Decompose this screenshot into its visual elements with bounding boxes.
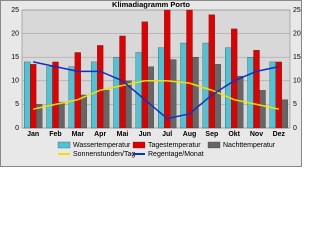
y-tick-label: 10: [11, 78, 19, 85]
bar: [202, 42, 209, 129]
legend-label: Sonnenstunden/Tag: [73, 151, 135, 158]
bar: [141, 21, 148, 129]
bar: [68, 66, 75, 129]
bar: [125, 80, 132, 129]
bar: [97, 45, 104, 129]
x-tick-label: Jun: [139, 131, 151, 138]
bar: [80, 94, 87, 129]
bar: [30, 64, 37, 129]
y-tick-label: 20: [11, 30, 19, 37]
bar: [36, 104, 43, 129]
y-tick-label: 15: [11, 54, 19, 61]
bar: [135, 52, 142, 129]
x-tick-label: Dez: [273, 131, 286, 138]
legend-swatch: [207, 141, 221, 149]
bar: [74, 52, 81, 129]
bar: [214, 64, 221, 129]
bar: [253, 49, 260, 129]
y2-tick-label: 25: [293, 7, 301, 14]
bar: [24, 61, 31, 129]
x-tick-label: Apr: [94, 131, 106, 138]
bar: [170, 59, 177, 129]
line: [33, 61, 279, 120]
bar: [164, 9, 171, 129]
y2-tick-label: 0: [293, 125, 297, 132]
bar: [186, 9, 193, 129]
bar: [231, 28, 238, 129]
legend-label: Regentage/Monat: [148, 151, 204, 158]
bar: [52, 61, 59, 129]
bar: [281, 99, 288, 129]
y-tick-label: 25: [11, 7, 19, 14]
bar: [103, 90, 110, 129]
y-tick-label: 0: [15, 125, 19, 132]
y2-tick-label: 20: [293, 30, 301, 37]
bar: [225, 47, 232, 129]
legend-swatch: [57, 141, 71, 149]
bar: [46, 66, 53, 129]
bar: [247, 57, 254, 129]
legend-label: Wassertemperatur: [73, 142, 131, 149]
chart: Klimadiagramm Porto 0 5 10 15 20 25 0 5 10 15 20 25…: [0, 0, 302, 167]
y2-tick-label: 10: [293, 78, 301, 85]
bar: [58, 101, 65, 129]
bar: [259, 90, 266, 129]
bar: [192, 57, 199, 129]
x-tick-label: Okt: [228, 131, 240, 138]
bar: [113, 57, 120, 129]
x-tick-label: Jan: [27, 131, 39, 138]
y2-tick-label: 15: [293, 54, 301, 61]
legend-label: Nachttemperatur: [223, 142, 276, 149]
bar: [208, 14, 215, 129]
bar: [147, 66, 154, 129]
x-tick-label: Mai: [117, 131, 129, 138]
x-tick-label: Aug: [183, 131, 197, 138]
legend-swatch: [132, 141, 146, 149]
bar: [275, 61, 282, 129]
x-tick-label: Jul: [162, 131, 172, 138]
bar: [269, 61, 276, 129]
legend-label: Tagestemperatur: [148, 142, 201, 149]
x-tick-label: Mar: [72, 131, 85, 138]
chart-title: Klimadiagramm Porto: [112, 0, 190, 9]
line: [33, 80, 279, 110]
x-tick-label: Feb: [49, 131, 61, 138]
y2-tick-label: 5: [293, 101, 297, 108]
x-tick-label: Sep: [205, 131, 218, 138]
x-tick-label: Nov: [250, 131, 263, 138]
y-tick-label: 5: [15, 101, 19, 108]
